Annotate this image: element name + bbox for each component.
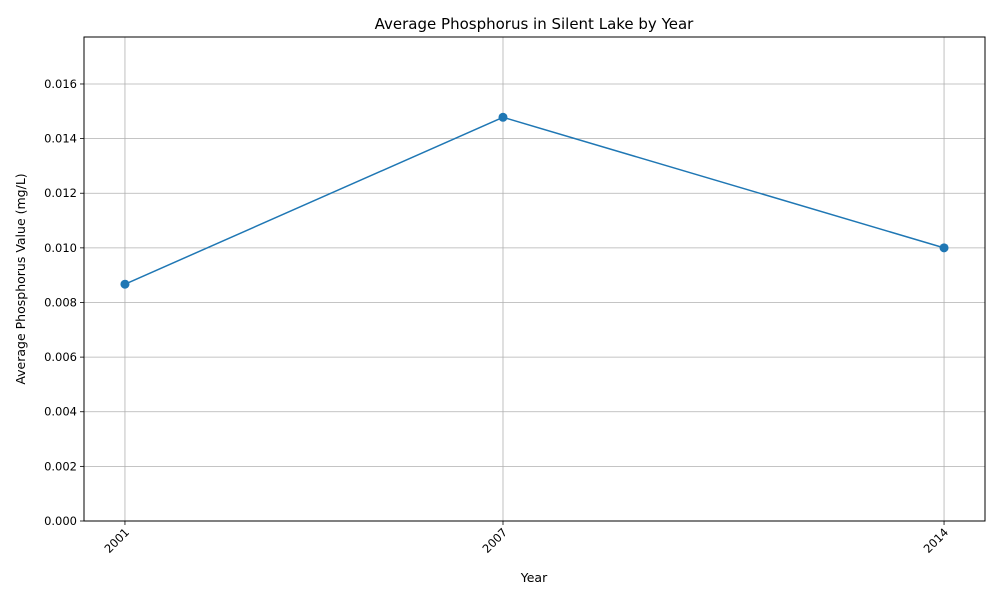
y-tick-label: 0.004 — [44, 405, 77, 419]
data-point-marker — [939, 243, 949, 253]
y-tick-label: 0.014 — [44, 132, 77, 146]
x-tick-label: 2001 — [101, 525, 132, 556]
y-tick-label: 0.006 — [44, 350, 77, 364]
series-line — [124, 116, 945, 285]
series-layer — [120, 112, 949, 289]
chart-title: Average Phosphorus in Silent Lake by Yea… — [375, 15, 695, 33]
data-point-marker — [498, 112, 508, 122]
y-tick-label: 0.008 — [44, 295, 77, 309]
x-axis-label: Year — [520, 570, 548, 585]
y-tick-label: 0.016 — [44, 77, 77, 91]
axes-layer — [83, 36, 986, 522]
y-tick-label: 0.000 — [44, 514, 77, 528]
y-axis-label: Average Phosphorus Value (mg/L) — [13, 173, 28, 384]
data-point-marker — [120, 279, 130, 289]
x-tick-label: 2014 — [921, 525, 952, 556]
y-tick-label: 0.012 — [44, 186, 77, 200]
x-tick-label: 2007 — [480, 525, 511, 556]
y-tick-label: 0.010 — [44, 241, 77, 255]
grid-layer — [84, 37, 985, 522]
plot-area-frame — [83, 36, 986, 522]
tick-layer: 0.000 0.002 0.004 0.006 0.008 0.010 0.012 0.014… — [44, 77, 951, 556]
y-tick-label: 0.002 — [44, 459, 77, 473]
